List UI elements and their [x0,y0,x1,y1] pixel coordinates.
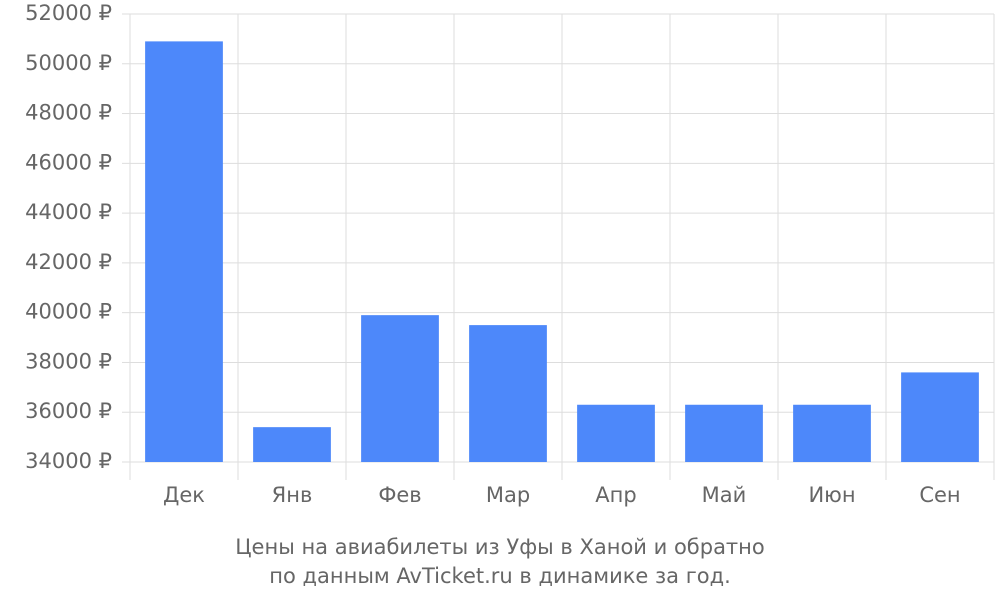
bar [253,427,331,462]
y-tick-label: 36000 ₽ [25,399,112,423]
bar [793,404,871,462]
x-tick-label: Мар [486,483,530,507]
bar [469,325,547,462]
x-tick-label: Янв [272,483,313,507]
y-tick-label: 50000 ₽ [25,51,112,75]
y-tick-label: 52000 ₽ [25,1,112,25]
x-tick-label: Май [702,483,747,507]
y-tick-label: 38000 ₽ [25,349,112,373]
y-tick-label: 44000 ₽ [25,200,112,224]
x-tick-label: Дек [163,483,205,507]
bar [901,372,979,462]
y-tick-label: 48000 ₽ [25,101,112,125]
bar [577,404,655,462]
bar [361,315,439,462]
y-tick-label: 40000 ₽ [25,300,112,324]
x-tick-label: Сен [919,483,960,507]
y-tick-label: 46000 ₽ [25,150,112,174]
bar [685,404,763,462]
chart-subtitle: по данным AvTicket.ru в динамике за год. [269,564,731,588]
y-tick-label: 42000 ₽ [25,250,112,274]
chart-title: Цены на авиабилеты из Уфы в Ханой и обра… [235,535,765,559]
y-tick-label: 34000 ₽ [25,449,112,473]
bar [145,41,223,462]
x-tick-label: Апр [595,483,636,507]
x-tick-label: Июн [808,483,855,507]
x-tick-label: Фев [378,483,421,507]
